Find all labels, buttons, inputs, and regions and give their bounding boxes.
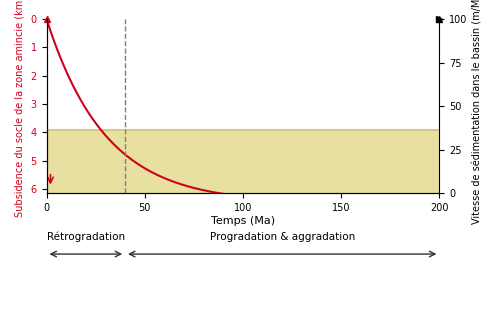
Y-axis label: Vitesse de sédimentation dans le bassin (m/Ma): Vitesse de sédimentation dans le bassin … <box>473 0 483 224</box>
Y-axis label: Subsidence du socle de la zone amincie (km): Subsidence du socle de la zone amincie (… <box>15 0 25 216</box>
Text: Progradation & aggradation: Progradation & aggradation <box>210 232 355 242</box>
Text: Rétrogradation: Rétrogradation <box>47 231 125 242</box>
X-axis label: Temps (Ma): Temps (Ma) <box>211 216 275 225</box>
